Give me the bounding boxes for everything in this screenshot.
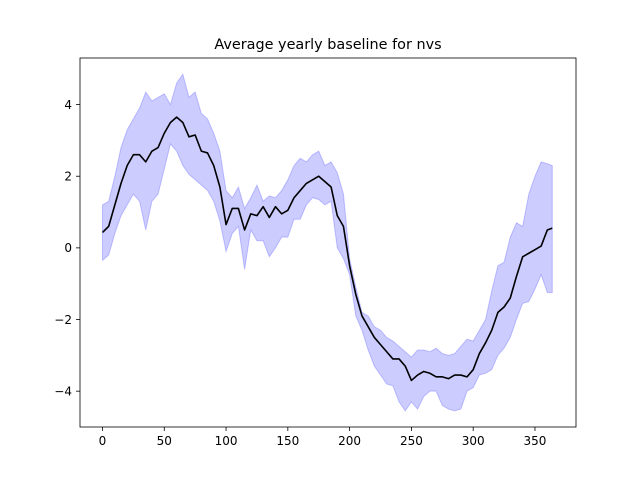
- y-axis: −4 −2 0 2 4: [54, 98, 80, 398]
- axes-frame: [79, 57, 577, 428]
- x-tick-label: 300: [462, 434, 485, 448]
- x-tick-label: 150: [276, 434, 299, 448]
- y-tick-label: −2: [54, 313, 72, 327]
- x-tick-label: 200: [338, 434, 361, 448]
- y-tick-label: −4: [54, 384, 72, 398]
- mean-line: [101, 116, 553, 382]
- plot-area: [101, 72, 553, 412]
- chart-title: Average yearly baseline for nvs: [214, 37, 441, 53]
- x-axis: 0 50 100 150 200 250 300 350: [99, 427, 547, 448]
- y-tick-label: 4: [64, 98, 72, 112]
- y-tick-label: 2: [64, 170, 72, 184]
- x-tick-label: 0: [99, 434, 107, 448]
- x-tick-label: 50: [157, 434, 172, 448]
- x-tick-label: 100: [215, 434, 238, 448]
- x-tick-label: 350: [524, 434, 547, 448]
- confidence-band: [101, 72, 553, 412]
- x-tick-label: 250: [400, 434, 423, 448]
- y-tick-label: 0: [64, 241, 72, 255]
